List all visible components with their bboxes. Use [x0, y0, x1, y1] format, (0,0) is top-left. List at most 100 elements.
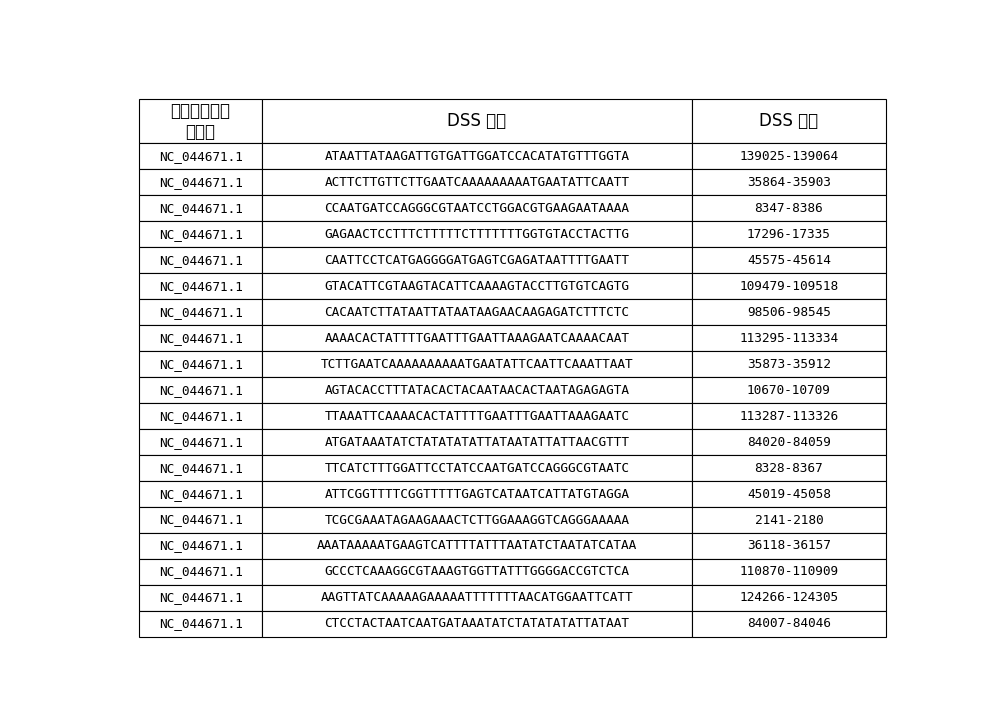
Bar	[262, 455, 692, 481]
Text: 84020-84059: 84020-84059	[747, 436, 831, 449]
Text: 2141-2180: 2141-2180	[755, 513, 823, 526]
Text: 10670-10709: 10670-10709	[747, 384, 831, 397]
Text: ATTCGGTTTTCGGTTTTTGAGTCATAATCATTATGTAGGA: ATTCGGTTTTCGGTTTTTGAGTCATAATCATTATGTAGGA	[325, 487, 630, 500]
Bar	[139, 299, 262, 326]
Text: 45575-45614: 45575-45614	[747, 254, 831, 267]
Text: AAAACACTATTTTGAATTTGAATTAAAGAATCAAAACAAT: AAAACACTATTTTGAATTTGAATTAAAGAATCAAAACAAT	[325, 332, 630, 344]
Text: CACAATCTTATAATTATAATAAGAACAAGAGATCTTTCTC: CACAATCTTATAATTATAATAAGAACAAGAGATCTTTCTC	[325, 306, 630, 319]
Bar	[692, 170, 886, 195]
Text: ACTTCTTGTTCTTGAATCAAAAAAAAATGAATATTCAATT: ACTTCTTGTTCTTGAATCAAAAAAAAATGAATATTCAATT	[325, 176, 630, 189]
Bar	[139, 455, 262, 481]
Text: NC_044671.1: NC_044671.1	[159, 566, 243, 579]
Text: 113287-113326: 113287-113326	[739, 410, 838, 423]
Text: 113295-113334: 113295-113334	[739, 332, 838, 344]
Bar	[139, 481, 262, 507]
Bar	[692, 144, 886, 170]
Bar	[262, 351, 692, 377]
Bar	[262, 481, 692, 507]
Text: 139025-139064: 139025-139064	[739, 150, 838, 163]
Bar	[692, 507, 886, 533]
Text: 叶绿体基因组
登录号: 叶绿体基因组 登录号	[171, 102, 231, 141]
Bar	[139, 611, 262, 637]
Bar	[692, 221, 886, 247]
Text: NC_044671.1: NC_044671.1	[159, 357, 243, 370]
Bar	[139, 195, 262, 221]
Text: DSS 位置: DSS 位置	[759, 112, 818, 130]
Text: NC_044671.1: NC_044671.1	[159, 176, 243, 189]
Bar	[262, 429, 692, 455]
Bar	[139, 377, 262, 403]
Bar	[262, 99, 692, 144]
Bar	[139, 559, 262, 585]
Bar	[139, 585, 262, 611]
Text: 8347-8386: 8347-8386	[755, 202, 823, 215]
Text: 8328-8367: 8328-8367	[755, 462, 823, 475]
Text: GAGAACTCCTTTCTTTTTCTTTTTTTGGTGTACCTACTTG: GAGAACTCCTTTCTTTTTCTTTTTTTGGTGTACCTACTTG	[325, 228, 630, 241]
Text: NC_044671.1: NC_044671.1	[159, 618, 243, 631]
Text: NC_044671.1: NC_044671.1	[159, 410, 243, 423]
Text: NC_044671.1: NC_044671.1	[159, 150, 243, 163]
Bar	[139, 533, 262, 559]
Bar	[262, 403, 692, 429]
Bar	[692, 455, 886, 481]
Bar	[262, 533, 692, 559]
Text: 109479-109518: 109479-109518	[739, 280, 838, 293]
Bar	[139, 99, 262, 144]
Text: DSS 序列: DSS 序列	[447, 112, 507, 130]
Text: 98506-98545: 98506-98545	[747, 306, 831, 319]
Bar	[262, 195, 692, 221]
Bar	[692, 403, 886, 429]
Bar	[692, 195, 886, 221]
Bar	[692, 247, 886, 273]
Text: CCAATGATCCAGGGCGTAATCCTGGACGTGAAGAATAAAA: CCAATGATCCAGGGCGTAATCCTGGACGTGAAGAATAAAA	[325, 202, 630, 215]
Text: NC_044671.1: NC_044671.1	[159, 228, 243, 241]
Text: NC_044671.1: NC_044671.1	[159, 306, 243, 319]
Text: ATAATTATAAGATTGTGATTGGATCCACATATGTTTGGTA: ATAATTATAAGATTGTGATTGGATCCACATATGTTTGGTA	[325, 150, 630, 163]
Bar	[262, 170, 692, 195]
Text: AAATAAAAATGAAGTCATTTTATTTAATATCTAATATCATAA: AAATAAAAATGAAGTCATTTTATTTAATATCTAATATCAT…	[317, 539, 637, 552]
Bar	[692, 99, 886, 144]
Text: TCTTGAATCAAAAAAAAAATGAATATTCAATTCAAATTAAT: TCTTGAATCAAAAAAAAAATGAATATTCAATTCAAATTAA…	[321, 357, 633, 370]
Bar	[139, 221, 262, 247]
Bar	[262, 585, 692, 611]
Text: NC_044671.1: NC_044671.1	[159, 254, 243, 267]
Bar	[139, 326, 262, 351]
Bar	[692, 351, 886, 377]
Text: NC_044671.1: NC_044671.1	[159, 384, 243, 397]
Bar	[692, 611, 886, 637]
Bar	[139, 507, 262, 533]
Bar	[692, 585, 886, 611]
Text: NC_044671.1: NC_044671.1	[159, 462, 243, 475]
Text: NC_044671.1: NC_044671.1	[159, 280, 243, 293]
Bar	[692, 326, 886, 351]
Text: 36118-36157: 36118-36157	[747, 539, 831, 552]
Bar	[139, 144, 262, 170]
Bar	[692, 559, 886, 585]
Text: CAATTCCTCATGAGGGGATGAGTCGAGATAATTTTGAATT: CAATTCCTCATGAGGGGATGAGTCGAGATAATTTTGAATT	[325, 254, 630, 267]
Text: 124266-124305: 124266-124305	[739, 592, 838, 605]
Text: GTACATTCGTAAGTACATTCAAAAGTACCTTGTGTCAGTG: GTACATTCGTAAGTACATTCAAAAGTACCTTGTGTCAGTG	[325, 280, 630, 293]
Text: ATGATAAATATCTATATATATTATAATATTATTAACGTTT: ATGATAAATATCTATATATATTATAATATTATTAACGTTT	[325, 436, 630, 449]
Bar	[139, 273, 262, 299]
Bar	[139, 429, 262, 455]
Text: TTAAATTCAAAACACTATTTTGAATTTGAATTAAAGAATC: TTAAATTCAAAACACTATTTTGAATTTGAATTAAAGAATC	[325, 410, 630, 423]
Bar	[692, 377, 886, 403]
Text: CTCCTACTAATCAATGATAAATATCTATATATATTATAAT: CTCCTACTAATCAATGATAAATATCTATATATATTATAAT	[325, 618, 630, 631]
Bar	[139, 351, 262, 377]
Text: 110870-110909: 110870-110909	[739, 566, 838, 579]
Bar	[262, 273, 692, 299]
Text: NC_044671.1: NC_044671.1	[159, 539, 243, 552]
Text: TCGCGAAATAGAAGAAACTCTTGGAAAGGTCAGGGAAAAA: TCGCGAAATAGAAGAAACTCTTGGAAAGGTCAGGGAAAAA	[325, 513, 630, 526]
Text: AGTACACCTTTATACACTACAATAACACTAATAGAGAGTA: AGTACACCTTTATACACTACAATAACACTAATAGAGAGTA	[325, 384, 630, 397]
Bar	[262, 144, 692, 170]
Bar	[692, 273, 886, 299]
Text: 17296-17335: 17296-17335	[747, 228, 831, 241]
Bar	[262, 507, 692, 533]
Bar	[262, 377, 692, 403]
Bar	[262, 559, 692, 585]
Text: NC_044671.1: NC_044671.1	[159, 513, 243, 526]
Text: 35864-35903: 35864-35903	[747, 176, 831, 189]
Bar	[139, 170, 262, 195]
Bar	[692, 429, 886, 455]
Bar	[262, 247, 692, 273]
